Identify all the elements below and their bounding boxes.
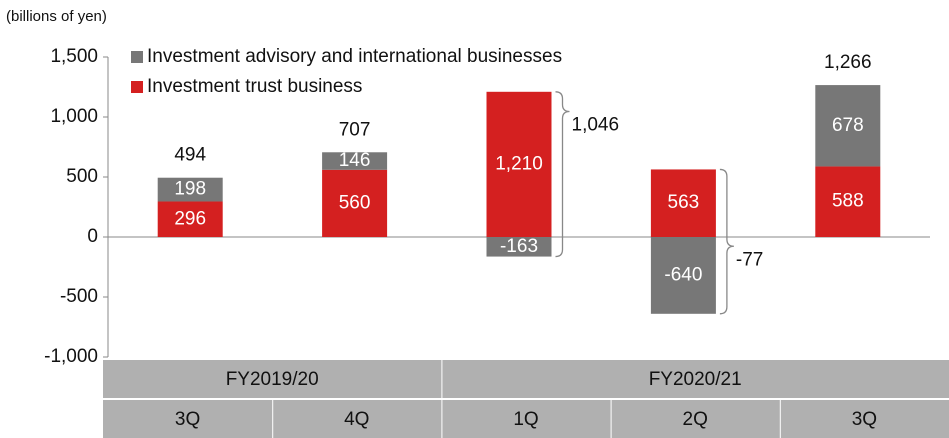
category-cell [442, 400, 611, 438]
x-tick-label: 3Q [852, 409, 877, 430]
x-tick-label: 4Q [344, 409, 369, 430]
category-cell [273, 400, 442, 438]
bar-segment [650, 237, 716, 314]
bar-segment [650, 169, 716, 237]
bar-segment [322, 169, 388, 237]
bar-segment [486, 91, 552, 237]
y-tick-label: 0 [87, 226, 98, 247]
y-axis-label: (billions of yen) [6, 8, 107, 25]
group-cell [103, 360, 442, 398]
data-label: 588 [832, 191, 864, 212]
y-tick-label: -500 [60, 286, 98, 307]
group-cell [442, 360, 949, 398]
data-label: 146 [339, 150, 371, 171]
x-tick-label: 1Q [513, 409, 538, 430]
x-tick-label: 3Q [175, 409, 200, 430]
y-tick-label: 1,000 [50, 106, 98, 127]
legend-swatch [131, 51, 143, 63]
data-label: 1,210 [495, 153, 543, 174]
group-label: FY2020/21 [649, 369, 742, 390]
brace [719, 168, 734, 315]
category-cell [611, 400, 780, 438]
bar-segment [486, 237, 552, 257]
data-label: 678 [832, 115, 864, 136]
category-cell [103, 400, 273, 438]
data-label: 563 [668, 192, 700, 213]
data-label: 296 [174, 208, 206, 229]
total-label: -77 [736, 249, 763, 270]
legend-swatch [131, 81, 143, 93]
bar-segment [157, 201, 223, 237]
data-label: -163 [500, 236, 538, 257]
y-tick-label: 1,500 [50, 46, 98, 67]
group-label: FY2019/20 [226, 369, 319, 390]
total-label: 1,046 [572, 114, 620, 135]
data-label: -640 [664, 264, 702, 285]
data-label: 560 [339, 192, 371, 213]
legend-label: Investment trust business [147, 76, 362, 97]
y-tick-label: 500 [66, 166, 98, 187]
brace [555, 91, 570, 258]
bar-segment [157, 177, 223, 202]
bar-segment [322, 152, 388, 170]
y-tick-label: -1,000 [44, 346, 98, 367]
total-label: 707 [339, 119, 371, 140]
total-label: 494 [174, 145, 206, 166]
total-label: 1,266 [824, 52, 872, 73]
category-cell [780, 400, 949, 438]
bar-segment [815, 166, 881, 237]
legend-label: Investment advisory and international bu… [147, 46, 562, 67]
bar-segment [815, 85, 881, 167]
x-tick-label: 2Q [683, 409, 708, 430]
data-label: 198 [174, 179, 206, 200]
